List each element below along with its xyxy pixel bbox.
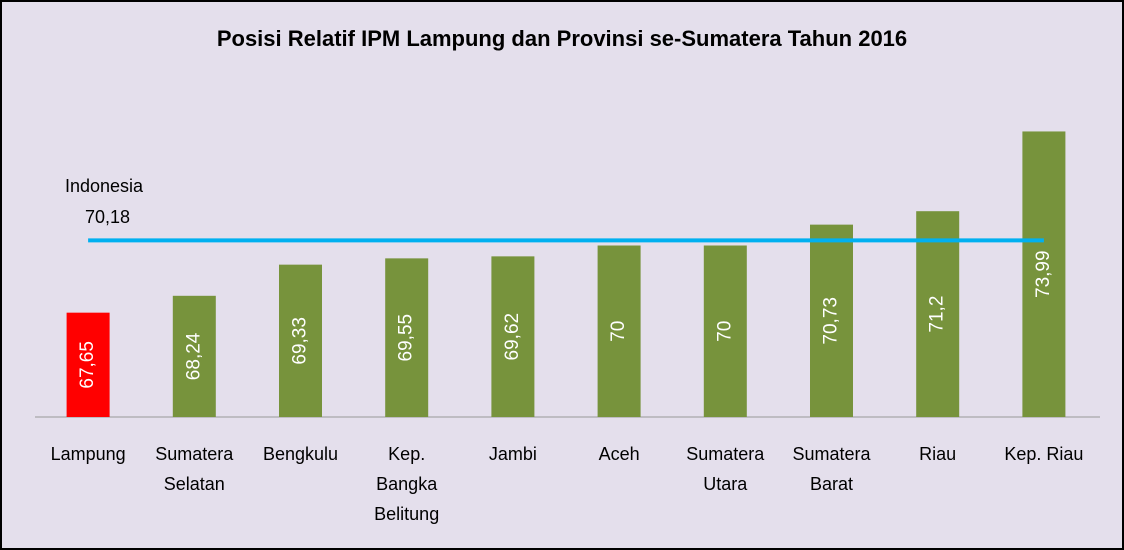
value-label: 73,99 [1033,250,1054,298]
value-label: 67,65 [77,341,98,389]
x-tick-label: Kep. [388,444,425,464]
x-tick-label: Riau [919,444,956,464]
reference-name: Indonesia [65,176,144,196]
bar [66,312,110,417]
x-tick-label: Jambi [489,444,537,464]
value-label: 70 [714,321,735,342]
value-label: 70 [608,321,629,342]
x-tick-label: Selatan [164,474,225,494]
x-tick-label: Sumatera [792,444,871,464]
value-label: 69,55 [396,314,417,362]
bar [491,256,535,417]
x-tick-label: Aceh [599,444,640,464]
x-tick-label: Kep. Riau [1004,444,1083,464]
x-tick-label: Lampung [51,444,126,464]
x-tick-label: Belitung [374,504,439,524]
bar [1022,131,1066,417]
x-tick-label: Utara [703,474,748,494]
bar [597,245,641,417]
chart-title: Posisi Relatif IPM Lampung dan Provinsi … [217,26,907,51]
x-tick-label: Sumatera [686,444,765,464]
x-tick-label: Sumatera [155,444,234,464]
value-label: 71,2 [927,296,948,333]
x-tick-label: Bangka [376,474,438,494]
bar [385,258,429,417]
value-label: 70,73 [821,297,842,345]
x-tick-label: Barat [810,474,853,494]
bar [916,211,960,417]
x-tick-label: Bengkulu [263,444,338,464]
value-label: 68,24 [183,332,204,380]
reference-label: 70,18 [85,207,130,227]
bar [703,245,747,417]
value-label: 69,62 [502,313,523,361]
bar [279,264,322,417]
bar [810,224,853,417]
bar [172,295,216,417]
value-label: 69,33 [290,317,311,365]
